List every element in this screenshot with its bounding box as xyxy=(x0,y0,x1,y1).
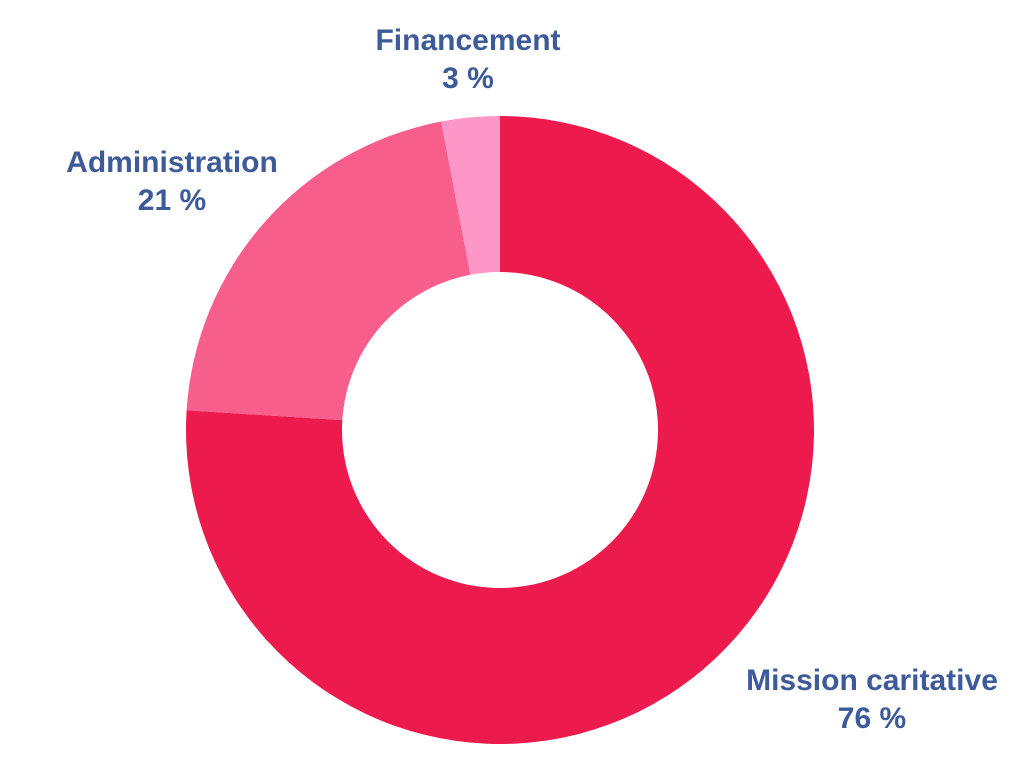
slices-group xyxy=(186,116,815,744)
slice-label-mission-caritative: Mission caritative xyxy=(746,664,998,697)
labels-group: Mission caritative 76 % Administration 21 %… xyxy=(66,24,998,735)
slice-value-administration: 21 % xyxy=(138,184,206,217)
slice-value-mission-caritative: 76 % xyxy=(838,702,906,735)
slice-value-financement: 3 % xyxy=(442,62,494,95)
slice-administration xyxy=(186,121,471,421)
slice-label-financement: Financement xyxy=(375,24,560,57)
slice-mission-caritative xyxy=(186,116,815,744)
slice-financement xyxy=(441,116,500,275)
slice-label-administration: Administration xyxy=(66,146,278,179)
